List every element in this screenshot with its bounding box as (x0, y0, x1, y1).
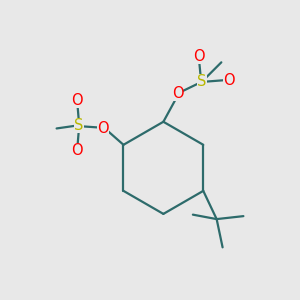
Text: O: O (98, 121, 109, 136)
Text: O: O (172, 86, 184, 101)
Text: O: O (72, 93, 83, 108)
Text: S: S (74, 118, 84, 133)
Text: O: O (193, 49, 204, 64)
Text: O: O (223, 73, 235, 88)
Text: O: O (72, 143, 83, 158)
Text: S: S (197, 74, 207, 89)
